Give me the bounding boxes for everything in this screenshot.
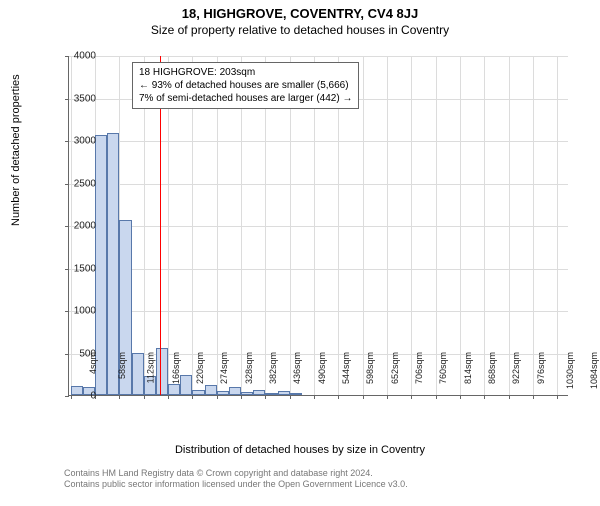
xtick-label: 112sqm bbox=[146, 352, 156, 383]
page-title: 18, HIGHGROVE, COVENTRY, CV4 8JJ bbox=[0, 6, 600, 21]
histogram-bar bbox=[229, 387, 241, 395]
footer-line-1: Contains HM Land Registry data © Crown c… bbox=[64, 468, 408, 479]
xtick-mark bbox=[192, 395, 193, 399]
gridline-v bbox=[557, 56, 558, 395]
footer-line-2: Contains public sector information licen… bbox=[64, 479, 408, 490]
annotation-line-2: ← 93% of detached houses are smaller (5,… bbox=[139, 79, 352, 92]
gridline-v bbox=[533, 56, 534, 395]
xtick-label: 382sqm bbox=[268, 352, 278, 384]
ytick-label: 1500 bbox=[56, 263, 96, 274]
histogram-bar bbox=[241, 392, 253, 395]
histogram-bar bbox=[180, 375, 192, 395]
ytick-label: 3500 bbox=[56, 93, 96, 104]
xtick-label: 490sqm bbox=[317, 352, 327, 384]
xtick-mark bbox=[338, 395, 339, 399]
xtick-mark bbox=[314, 395, 315, 399]
xtick-label: 814sqm bbox=[463, 352, 473, 384]
histogram-bar bbox=[192, 390, 204, 395]
histogram-bar bbox=[132, 353, 144, 396]
ytick-label: 0 bbox=[56, 391, 96, 402]
y-axis-label: Number of detached properties bbox=[10, 74, 22, 226]
xtick-label: 652sqm bbox=[390, 352, 400, 384]
ytick-label: 1000 bbox=[56, 306, 96, 317]
xtick-label: 1084sqm bbox=[589, 352, 599, 389]
xtick-mark bbox=[144, 395, 145, 399]
xtick-label: 1030sqm bbox=[565, 352, 575, 389]
chart-area: 18 HIGHGROVE: 203sqm ← 93% of detached h… bbox=[68, 56, 568, 396]
xtick-mark bbox=[533, 395, 534, 399]
xtick-label: 544sqm bbox=[341, 352, 351, 384]
page-subtitle: Size of property relative to detached ho… bbox=[0, 23, 600, 37]
histogram-bar bbox=[290, 393, 302, 395]
xtick-mark bbox=[290, 395, 291, 399]
xtick-label: 328sqm bbox=[244, 352, 254, 384]
xtick-label: 922sqm bbox=[511, 352, 521, 384]
xtick-mark bbox=[363, 395, 364, 399]
xtick-label: 976sqm bbox=[536, 352, 546, 384]
histogram-bar bbox=[217, 391, 229, 395]
annotation-line-3: 7% of semi-detached houses are larger (4… bbox=[139, 92, 352, 105]
xtick-label: 436sqm bbox=[292, 352, 302, 384]
histogram-bar bbox=[253, 390, 265, 395]
xtick-label: 706sqm bbox=[414, 352, 424, 384]
gridline-v bbox=[460, 56, 461, 395]
xtick-label: 58sqm bbox=[117, 352, 127, 379]
histogram-bar bbox=[205, 385, 217, 395]
gridline-v bbox=[484, 56, 485, 395]
gridline-v bbox=[509, 56, 510, 395]
xtick-mark bbox=[460, 395, 461, 399]
xtick-mark bbox=[168, 395, 169, 399]
ytick-label: 3000 bbox=[56, 136, 96, 147]
xtick-mark bbox=[509, 395, 510, 399]
histogram-bar bbox=[278, 391, 290, 395]
xtick-mark bbox=[436, 395, 437, 399]
xtick-mark bbox=[265, 395, 266, 399]
xtick-mark bbox=[241, 395, 242, 399]
gridline-v bbox=[411, 56, 412, 395]
x-axis-label: Distribution of detached houses by size … bbox=[0, 444, 600, 456]
ytick-label: 2500 bbox=[56, 178, 96, 189]
histogram-bar bbox=[265, 393, 277, 395]
gridline-v bbox=[436, 56, 437, 395]
xtick-mark bbox=[411, 395, 412, 399]
ytick-label: 2000 bbox=[56, 221, 96, 232]
histogram-bar bbox=[168, 384, 180, 395]
xtick-mark bbox=[557, 395, 558, 399]
histogram-bar bbox=[156, 348, 168, 395]
xtick-label: 4sqm bbox=[88, 352, 98, 374]
xtick-mark bbox=[119, 395, 120, 399]
footer-attribution: Contains HM Land Registry data © Crown c… bbox=[64, 468, 408, 491]
xtick-label: 274sqm bbox=[219, 352, 229, 384]
xtick-label: 760sqm bbox=[438, 352, 448, 384]
ytick-label: 4000 bbox=[56, 51, 96, 62]
xtick-label: 220sqm bbox=[195, 352, 205, 384]
xtick-label: 166sqm bbox=[171, 352, 181, 384]
xtick-mark bbox=[484, 395, 485, 399]
xtick-label: 868sqm bbox=[487, 352, 497, 384]
xtick-mark bbox=[387, 395, 388, 399]
gridline-v bbox=[363, 56, 364, 395]
annotation-line-1: 18 HIGHGROVE: 203sqm bbox=[139, 66, 352, 79]
annotation-box: 18 HIGHGROVE: 203sqm ← 93% of detached h… bbox=[132, 62, 359, 109]
xtick-mark bbox=[217, 395, 218, 399]
xtick-label: 598sqm bbox=[365, 352, 375, 384]
gridline-v bbox=[387, 56, 388, 395]
